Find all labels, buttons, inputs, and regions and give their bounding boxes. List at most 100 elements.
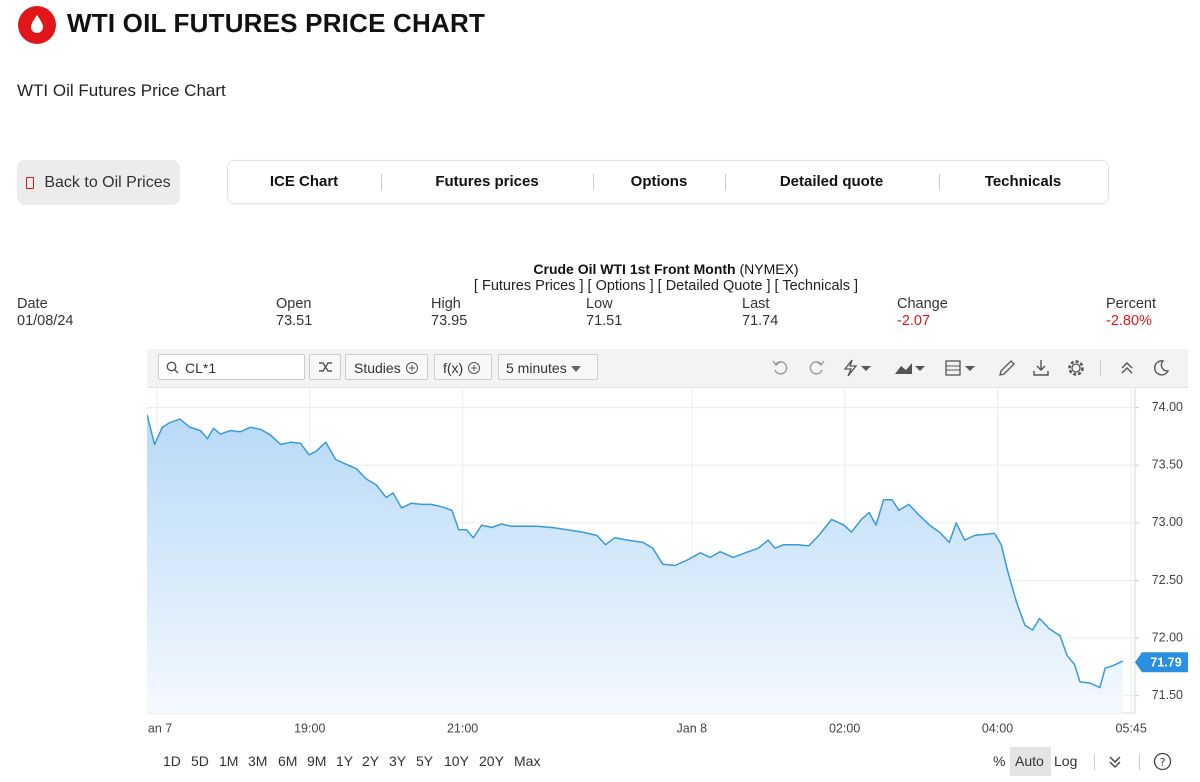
chart-type-icon[interactable]	[893, 358, 929, 378]
quote-name: Crude Oil WTI 1st Front Month (NYMEX)	[0, 261, 1200, 277]
y-tick-label: 73.50	[1152, 458, 1183, 472]
range-option[interactable]: 3Y	[389, 753, 407, 769]
plus-icon	[405, 362, 418, 374]
x-tick-label: Jan 8	[677, 721, 708, 735]
quote-value: 73.95	[431, 313, 468, 329]
tab[interactable]: Options	[630, 173, 688, 190]
theme-icon[interactable]	[1151, 358, 1171, 378]
last-price-label: 71.79	[1150, 656, 1181, 670]
quote-link[interactable]: [ Technicals ]	[774, 278, 859, 294]
range-option[interactable]: 6M	[278, 753, 298, 769]
quote-value: 73.51	[276, 313, 313, 329]
instrument-name: Crude Oil WTI 1st Front Month	[533, 261, 736, 277]
scale-option[interactable]: Log	[1054, 753, 1078, 769]
tab[interactable]: Futures prices	[435, 173, 539, 190]
fx-label: f(x)	[443, 360, 464, 376]
back-label: Back to Oil Prices	[44, 173, 171, 191]
search-icon	[166, 361, 179, 374]
shuffle-icon	[319, 362, 332, 372]
caret	[570, 366, 581, 372]
redo-icon[interactable]	[806, 358, 826, 378]
quote-link[interactable]: [ Detailed Quote ]	[657, 278, 771, 294]
x-tick-label: Jan 7	[147, 721, 172, 735]
quote-label: Last	[742, 296, 770, 312]
tab[interactable]: ICE Chart	[269, 173, 339, 190]
quote-value: 71.74	[742, 313, 779, 329]
last-price-tag	[1135, 652, 1188, 673]
quote-label: Low	[586, 296, 613, 312]
range-separator	[1139, 754, 1140, 770]
page-title: WTI OIL FUTURES PRICE CHART	[67, 8, 486, 38]
download-icon[interactable]	[1031, 358, 1051, 378]
tab-separator	[593, 174, 594, 190]
x-tick-label: 19:00	[294, 721, 325, 735]
back-icon	[26, 176, 35, 189]
quote-label: Percent	[1106, 296, 1156, 312]
y-tick-label: 71.50	[1152, 688, 1183, 702]
tab-separator	[381, 174, 382, 190]
x-tick-label: 02:00	[829, 721, 860, 735]
price-area	[147, 414, 1123, 713]
quote-value: -2.80%	[1106, 313, 1152, 329]
range-option[interactable]: 5Y	[416, 753, 434, 769]
collapse-range-icon[interactable]	[1107, 754, 1123, 770]
quote-value: -2.07	[897, 313, 931, 329]
y-tick-label: 74.00	[1152, 400, 1183, 414]
y-tick-label: 72.00	[1152, 630, 1183, 644]
page-subtitle: WTI Oil Futures Price Chart	[17, 81, 226, 100]
tab[interactable]: Detailed quote	[779, 173, 884, 190]
quote-label: Open	[276, 296, 312, 312]
fx-button[interactable]: f(x)	[434, 354, 492, 380]
help-icon[interactable]: ?	[1153, 752, 1172, 771]
range-option[interactable]: Max	[514, 753, 541, 769]
x-tick-label: 04:00	[982, 721, 1013, 735]
studies-label: Studies	[354, 360, 401, 376]
interval-label: 5 minutes	[506, 360, 567, 376]
exchange: (NYMEX)	[739, 261, 799, 277]
price-chart: 74.00 73.50 73.00 72.50 72.00 71.50 Jan 7 19:00…	[147, 388, 1188, 735]
range-option[interactable]: 1Y	[336, 753, 354, 769]
range-option[interactable]: 10Y	[444, 753, 469, 769]
range-option[interactable]: 9M	[307, 753, 327, 769]
events-icon[interactable]	[841, 358, 875, 378]
range-option[interactable]: 3M	[248, 753, 268, 769]
svg-text:?: ?	[1160, 756, 1166, 769]
symbol-search[interactable]: CL*1	[158, 354, 305, 380]
tab[interactable]: Technicals	[984, 173, 1062, 190]
range-option[interactable]: 1M	[219, 753, 239, 769]
draw-icon[interactable]	[997, 358, 1017, 378]
layout-icon[interactable]	[944, 358, 980, 378]
studies-button[interactable]: Studies	[345, 354, 428, 380]
back-button[interactable]: Back to Oil Prices	[17, 160, 180, 205]
scale-option[interactable]: %	[993, 753, 1006, 769]
compare-button[interactable]	[309, 354, 341, 380]
quote-link[interactable]: [ Futures Prices ]	[473, 278, 584, 294]
undo-icon[interactable]	[771, 358, 791, 378]
quote-link[interactable]: [ Options ]	[587, 278, 654, 294]
collapse-icon[interactable]	[1117, 358, 1137, 378]
tab-bar: ICE Chart Futures prices Options Detaile…	[227, 160, 1109, 204]
price-line	[147, 414, 1124, 689]
range-separator	[1094, 754, 1095, 770]
quote-links: [ Futures Prices ] [ Options ] [ Detaile…	[0, 278, 1200, 294]
scale-option[interactable]: Auto	[1015, 753, 1044, 769]
range-option[interactable]: 20Y	[479, 753, 504, 769]
settings-icon[interactable]	[1066, 358, 1086, 378]
quote-label: High	[431, 296, 461, 312]
y-tick-label: 72.50	[1152, 573, 1183, 587]
range-option[interactable]: 5D	[191, 753, 209, 769]
range-option[interactable]: 2Y	[362, 753, 380, 769]
plus-icon	[468, 362, 481, 374]
x-tick-label: 21:00	[447, 721, 478, 735]
y-tick-label: 73.00	[1152, 515, 1183, 529]
range-option[interactable]: 1D	[163, 753, 181, 769]
tab-separator	[725, 174, 726, 190]
tab-separator	[939, 174, 940, 190]
logo-icon	[18, 6, 56, 44]
x-tick-label: 05:45	[1116, 721, 1147, 735]
quote-label: Date	[17, 296, 48, 312]
quote-label: Change	[897, 296, 948, 312]
interval-button[interactable]: 5 minutes	[498, 354, 598, 380]
